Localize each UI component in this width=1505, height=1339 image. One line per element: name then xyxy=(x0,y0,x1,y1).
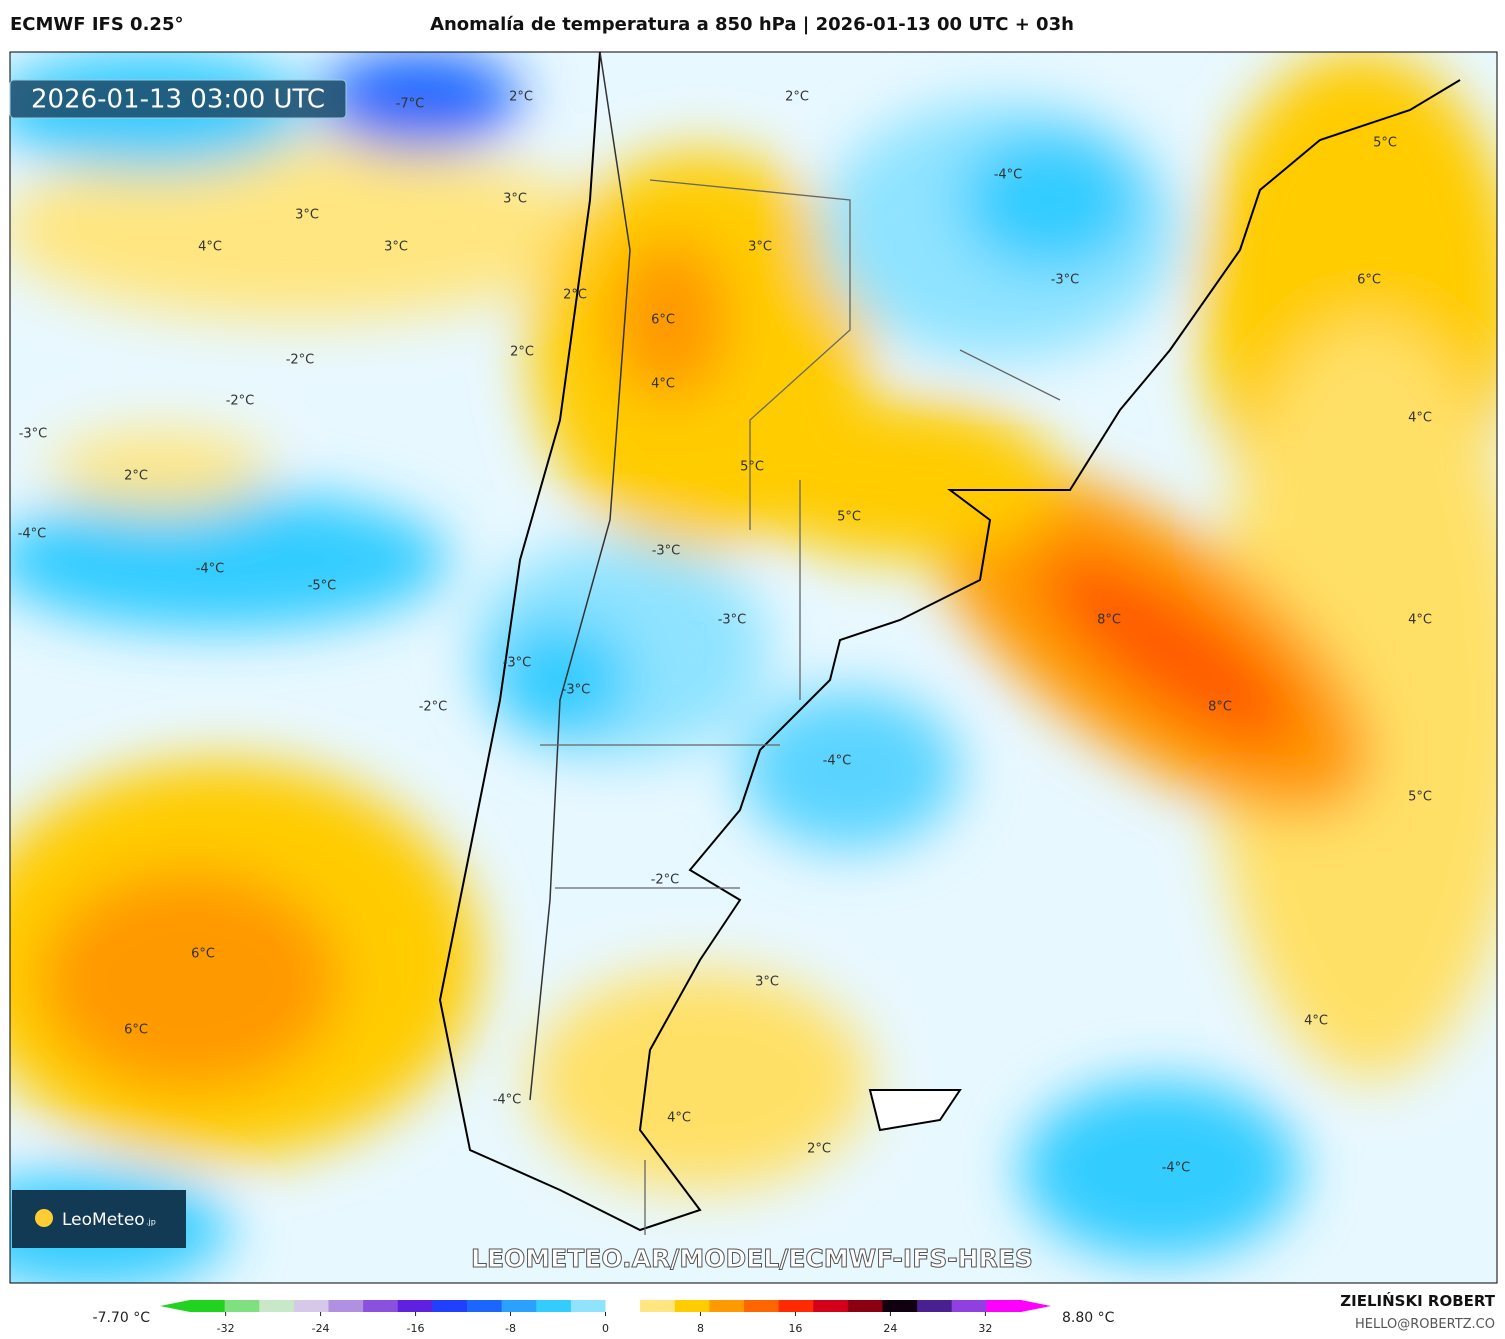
contour-label: -2°C xyxy=(651,873,680,888)
colorbar-segment xyxy=(744,1300,780,1312)
colorbar-segment xyxy=(709,1300,745,1312)
colorbar-segment xyxy=(570,1300,606,1312)
contour-label: 4°C xyxy=(1408,411,1432,426)
contour-label: 2°C xyxy=(509,90,533,105)
contour-label: 3°C xyxy=(384,240,408,255)
contour-label: -5°C xyxy=(308,579,337,594)
contour-label: 5°C xyxy=(1408,790,1432,805)
colorbar-tick-label: -16 xyxy=(407,1322,425,1335)
colorbar-tick-label: -8 xyxy=(505,1322,516,1335)
colorbar-segment xyxy=(536,1300,572,1312)
contour-label: -4°C xyxy=(493,1093,522,1108)
colorbar-tick-label: 8 xyxy=(697,1322,704,1335)
colorbar-tick-label: -32 xyxy=(217,1322,235,1335)
colorbar-segment xyxy=(259,1300,295,1312)
contour-label: -4°C xyxy=(994,168,1023,183)
contour-label: 4°C xyxy=(667,1111,691,1126)
author: ZIELIŃSKI ROBERT xyxy=(1340,1291,1495,1310)
colorbar-segment xyxy=(432,1300,468,1312)
map xyxy=(10,52,1497,1283)
contour-label: 2°C xyxy=(785,90,809,105)
contour-label: 5°C xyxy=(837,510,861,525)
contour-label: 4°C xyxy=(1304,1014,1328,1029)
contour-label: 4°C xyxy=(198,240,222,255)
contour-label: 5°C xyxy=(740,460,764,475)
contour-label: 3°C xyxy=(295,208,319,223)
colorbar-segment xyxy=(882,1300,918,1312)
colorbar-segment xyxy=(605,1300,641,1312)
contour-label: 4°C xyxy=(1408,613,1432,628)
timestamp-box xyxy=(9,79,347,119)
colorbar-segment xyxy=(674,1300,710,1312)
colorbar-segment xyxy=(917,1300,953,1312)
contour-label: 3°C xyxy=(503,192,527,207)
colorbar-segment xyxy=(190,1300,226,1312)
contour-label: -3°C xyxy=(19,427,48,442)
colorbar-segment xyxy=(813,1300,849,1312)
colorbar-arrow-high xyxy=(1021,1300,1051,1312)
colorbar-segment xyxy=(951,1300,987,1312)
contour-label: 8°C xyxy=(1208,700,1232,715)
colorbar-tick-label: 24 xyxy=(883,1322,897,1335)
contour-label: 5°C xyxy=(1373,136,1397,151)
colorbar-segment xyxy=(224,1300,260,1312)
contour-label: 2°C xyxy=(807,1142,831,1157)
logo-name: LeoMeteo xyxy=(62,1210,145,1230)
colorbar-max: 8.80 °C xyxy=(1062,1310,1115,1326)
contour-label: -2°C xyxy=(419,700,448,715)
colorbar-segment xyxy=(778,1300,814,1312)
contour-label: -3°C xyxy=(1051,273,1080,288)
contour-label: -2°C xyxy=(226,394,255,409)
contour-label: 2°C xyxy=(563,288,587,303)
timestamp: 2026-01-13 03:00 UTC xyxy=(31,85,325,115)
watermark: LEOMETEO.AR/MODEL/ECMWF-IFS-HRES xyxy=(471,1244,1033,1273)
colorbar-tick-label: 16 xyxy=(788,1322,802,1335)
contour-label: 6°C xyxy=(651,313,675,328)
contour-label: 3°C xyxy=(748,240,772,255)
contour-label: 2°C xyxy=(510,345,534,360)
email: HELLO@ROBERTZ.CO xyxy=(1355,1317,1495,1332)
contour-label: -3°C xyxy=(652,544,681,559)
model-name: ECMWF IFS 0.25° xyxy=(10,14,183,35)
contour-label: -4°C xyxy=(1162,1161,1191,1176)
logo-suffix: .jp xyxy=(146,1218,156,1227)
contour-label: -4°C xyxy=(196,562,225,577)
contour-label: -4°C xyxy=(18,527,47,542)
colorbar-segment xyxy=(363,1300,399,1312)
colorbar-segment xyxy=(847,1300,883,1312)
contour-label: -3°C xyxy=(503,656,532,671)
contour-label: 6°C xyxy=(124,1023,148,1038)
colorbar-tick-label: 0 xyxy=(602,1322,609,1335)
contour-label: -7°C xyxy=(396,97,425,112)
colorbar-segment xyxy=(640,1300,676,1312)
colorbar-arrow-low xyxy=(160,1300,190,1312)
colorbar-segment xyxy=(328,1300,364,1312)
colorbar-segment xyxy=(986,1300,1022,1312)
contour-label: -4°C xyxy=(823,754,852,769)
colorbar-segment xyxy=(293,1300,329,1312)
contour-label: 2°C xyxy=(124,469,148,484)
contour-label: -2°C xyxy=(286,353,315,368)
contour-label: -3°C xyxy=(718,613,747,628)
contour-label: 3°C xyxy=(755,975,779,990)
contour-label: -3°C xyxy=(562,683,591,698)
contour-label: 4°C xyxy=(651,377,675,392)
colorbar-min: -7.70 °C xyxy=(93,1310,151,1326)
contour-label: 6°C xyxy=(191,947,215,962)
colorbar-tick-label: -24 xyxy=(312,1322,330,1335)
colorbar-segment xyxy=(397,1300,433,1312)
map-title: Anomalía de temperatura a 850 hPa | 2026… xyxy=(430,14,1074,35)
logo-sun xyxy=(35,1209,53,1227)
colorbar-segment xyxy=(501,1300,537,1312)
contour-label: 6°C xyxy=(1357,273,1381,288)
colorbar-segment xyxy=(467,1300,503,1312)
colorbar-tick-label: 32 xyxy=(978,1322,992,1335)
contour-label: 8°C xyxy=(1097,613,1121,628)
